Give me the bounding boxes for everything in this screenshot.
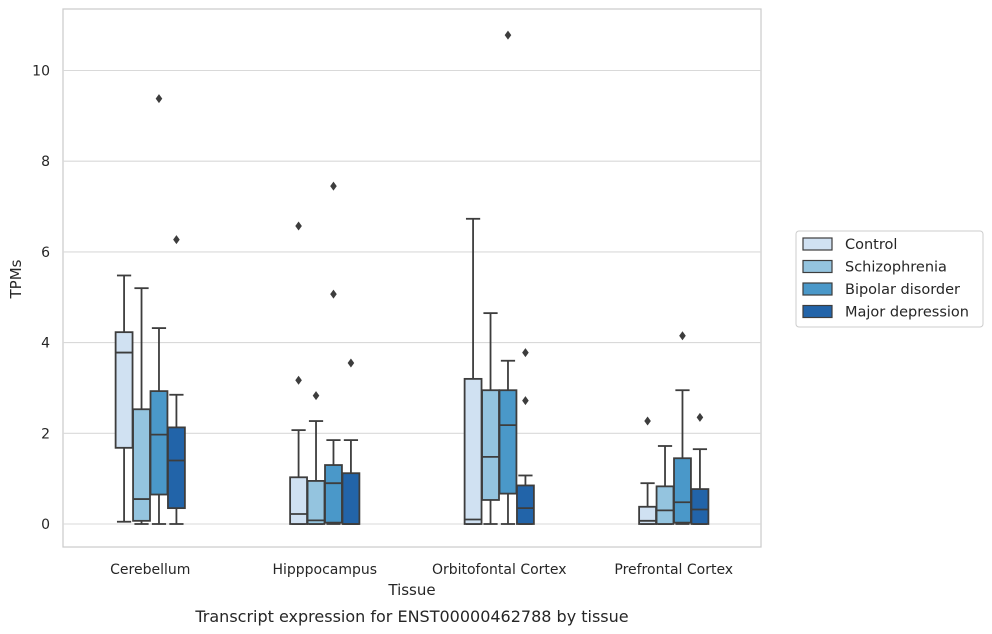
box-2-3 bbox=[673, 331, 692, 525]
outlier-point bbox=[347, 358, 355, 368]
box-3-3 bbox=[690, 412, 710, 525]
box-body bbox=[306, 480, 326, 525]
box-body bbox=[655, 485, 675, 525]
legend-swatch bbox=[802, 304, 833, 319]
box-0-1 bbox=[289, 221, 308, 525]
chart-caption: Transcript expression for ENST0000046278… bbox=[194, 607, 628, 626]
box-body bbox=[149, 390, 169, 496]
y-tick-label: 2 bbox=[41, 426, 50, 442]
outlier-point bbox=[330, 289, 337, 299]
box-body bbox=[167, 426, 186, 510]
x-axis-label: Tissue bbox=[387, 581, 435, 599]
x-tick-label: Hipppocampus bbox=[272, 562, 377, 578]
y-tick-label: 0 bbox=[41, 517, 50, 533]
outlier-point bbox=[330, 181, 337, 191]
x-tick-label: Cerebellum bbox=[110, 562, 190, 578]
legend-label: Bipolar disorder bbox=[845, 282, 960, 298]
box-body bbox=[463, 377, 483, 525]
boxes bbox=[114, 30, 710, 525]
legend-swatch bbox=[802, 237, 833, 251]
box-body bbox=[289, 476, 308, 525]
box-body bbox=[673, 457, 692, 524]
legend-swatch bbox=[802, 259, 833, 274]
box-0-3 bbox=[638, 416, 657, 525]
legend-items: Control Schizophrenia Bipolar disorder Majo… bbox=[802, 237, 969, 321]
y-tick-label: 6 bbox=[41, 245, 50, 261]
legend-frame bbox=[795, 230, 984, 328]
outlier-point bbox=[312, 391, 320, 401]
outlier-point bbox=[522, 396, 529, 406]
box-body bbox=[498, 389, 518, 495]
box-2-0 bbox=[149, 94, 169, 525]
outlier-point bbox=[155, 94, 163, 104]
legend-label: Control bbox=[845, 237, 897, 253]
box-3-2 bbox=[516, 348, 535, 525]
y-axis-label: TPMs bbox=[7, 259, 25, 299]
y-tick-label: 8 bbox=[41, 154, 50, 170]
outlier-point bbox=[295, 221, 302, 231]
outlier-point bbox=[173, 235, 180, 245]
box-2-1 bbox=[324, 181, 343, 525]
y-tick-label: 10 bbox=[32, 64, 50, 80]
box-body bbox=[324, 464, 343, 524]
outlier-point bbox=[504, 30, 512, 40]
y-tick-labels: 0 2 4 6 8 10 bbox=[32, 64, 50, 534]
box-body bbox=[341, 472, 361, 525]
box-body bbox=[132, 408, 151, 522]
box-0-0 bbox=[114, 274, 134, 523]
box-body bbox=[690, 488, 710, 525]
legend: Control Schizophrenia Bipolar disorder Majo… bbox=[795, 230, 984, 328]
box-3-0 bbox=[167, 235, 186, 525]
legend-label: Schizophrenia bbox=[845, 260, 947, 276]
legend-swatch bbox=[802, 282, 833, 296]
outlier-point bbox=[679, 331, 686, 341]
outlier-point bbox=[696, 412, 704, 422]
x-tick-label: Orbitofontal Cortex bbox=[432, 562, 567, 578]
y-tick-label: 4 bbox=[41, 336, 50, 352]
box-body bbox=[516, 484, 535, 525]
box-body bbox=[481, 389, 500, 501]
box-1-2 bbox=[481, 312, 500, 525]
outlier-point bbox=[522, 348, 529, 358]
legend-label: Major depression bbox=[845, 305, 969, 321]
x-tick-label: Prefrontal Cortex bbox=[614, 562, 733, 578]
outlier-point bbox=[644, 416, 651, 426]
x-tick-labels: Cerebellum Hipppocampus Orbitofontal Corte… bbox=[110, 562, 733, 578]
box-2-2 bbox=[498, 30, 518, 525]
box-3-1 bbox=[341, 358, 361, 525]
outlier-point bbox=[295, 375, 302, 385]
box-body bbox=[114, 331, 134, 449]
